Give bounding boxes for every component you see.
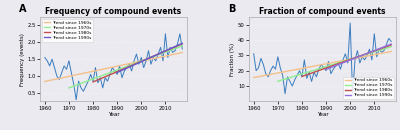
Trend since 1980s xyxy=(300,76,304,77)
Trend since 1990s xyxy=(324,69,328,70)
Trend since 1980s xyxy=(91,81,96,83)
Title: Fraction of compound events: Fraction of compound events xyxy=(259,7,386,16)
Y-axis label: Fraction (%): Fraction (%) xyxy=(230,43,235,76)
X-axis label: Year: Year xyxy=(108,112,119,117)
Line: Trend since 1980s: Trend since 1980s xyxy=(302,45,391,76)
Line: Trend since 1990s: Trend since 1990s xyxy=(326,44,391,69)
Text: A: A xyxy=(20,4,27,14)
Line: Trend since 1990s: Trend since 1990s xyxy=(117,43,182,73)
X-axis label: Year: Year xyxy=(317,112,328,117)
Trend since 1970s xyxy=(276,80,280,82)
Legend: Trend since 1960s, Trend since 1970s, Trend since 1980s, Trend since 1990s: Trend since 1960s, Trend since 1970s, Tr… xyxy=(343,77,394,99)
Y-axis label: Frequency (events): Frequency (events) xyxy=(20,33,25,86)
Trend since 1980s xyxy=(180,43,185,45)
Text: B: B xyxy=(228,4,236,14)
Line: Trend since 1970s: Trend since 1970s xyxy=(69,46,182,88)
Legend: Trend since 1960s, Trend since 1970s, Trend since 1980s, Trend since 1990s: Trend since 1960s, Trend since 1970s, Tr… xyxy=(42,19,93,42)
Trend since 1990s xyxy=(180,43,185,44)
Trend since 1970s xyxy=(389,46,394,47)
Trend since 1990s xyxy=(389,43,394,45)
Trend since 1970s xyxy=(180,45,185,47)
Title: Frequency of compound events: Frequency of compound events xyxy=(46,7,182,16)
Trend since 1990s xyxy=(115,72,120,73)
Line: Trend since 1980s: Trend since 1980s xyxy=(93,44,182,82)
Trend since 1980s xyxy=(389,44,394,46)
Line: Trend since 1970s: Trend since 1970s xyxy=(278,47,391,81)
Trend since 1970s xyxy=(66,87,71,89)
